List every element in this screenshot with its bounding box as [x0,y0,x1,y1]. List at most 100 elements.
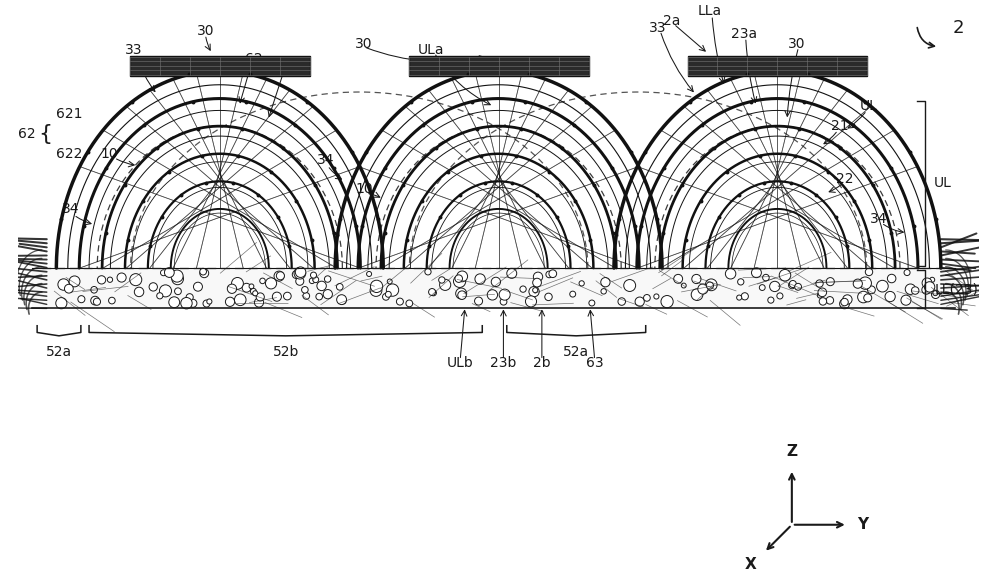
Circle shape [232,278,243,289]
Circle shape [440,279,451,290]
Circle shape [78,295,85,303]
Circle shape [752,268,761,278]
Text: Z: Z [786,444,797,460]
Circle shape [69,276,80,287]
Circle shape [843,295,852,304]
Circle shape [341,298,346,304]
Text: LL(23): LL(23) [934,282,978,296]
Circle shape [674,274,683,283]
Text: 30: 30 [197,24,214,37]
Circle shape [887,274,896,283]
Circle shape [323,290,332,299]
Circle shape [130,274,142,286]
Circle shape [107,277,113,282]
Circle shape [698,284,708,294]
Text: UL: UL [860,100,878,113]
Text: 22: 22 [836,172,853,187]
Circle shape [738,279,744,285]
Circle shape [385,291,391,297]
Text: ULa: ULa [418,43,445,57]
Circle shape [868,286,875,294]
Circle shape [225,297,235,306]
Circle shape [406,300,413,307]
Circle shape [545,293,552,301]
Circle shape [367,271,372,276]
Text: 33: 33 [125,43,142,57]
Circle shape [317,281,326,291]
Text: ULb: ULb [447,356,474,370]
Circle shape [475,297,483,305]
Circle shape [763,274,769,281]
Circle shape [283,292,291,300]
Circle shape [589,300,595,306]
Circle shape [273,295,278,300]
Circle shape [294,267,306,279]
Circle shape [853,279,862,288]
Circle shape [56,298,67,309]
Text: 62: 62 [245,52,262,66]
Circle shape [533,287,538,293]
Circle shape [260,278,265,283]
Circle shape [189,300,197,308]
Circle shape [457,271,468,282]
Circle shape [654,294,659,299]
Circle shape [500,298,507,305]
Text: Y: Y [857,517,868,532]
Circle shape [149,283,157,291]
Circle shape [661,295,673,308]
Circle shape [292,271,300,279]
Circle shape [933,291,938,295]
Circle shape [570,291,576,297]
Circle shape [309,278,315,283]
Circle shape [737,295,742,300]
Circle shape [159,285,171,297]
Circle shape [296,277,304,285]
Circle shape [203,300,210,307]
Circle shape [265,278,277,289]
Circle shape [109,297,115,304]
Text: 10: 10 [100,147,118,161]
Circle shape [905,284,916,294]
Circle shape [387,279,392,284]
Circle shape [840,299,849,309]
Circle shape [706,282,713,289]
Circle shape [930,277,935,282]
Bar [130,56,310,76]
Circle shape [134,287,144,297]
Circle shape [64,285,73,293]
Circle shape [911,287,919,294]
Circle shape [324,276,331,282]
Text: 63: 63 [586,356,604,370]
Circle shape [705,279,717,291]
Circle shape [691,289,703,301]
Bar [409,56,589,76]
Circle shape [525,296,537,307]
Circle shape [859,277,871,289]
Circle shape [759,285,765,290]
Circle shape [455,275,463,282]
Circle shape [169,297,180,308]
Text: 2: 2 [952,18,964,37]
Circle shape [193,282,202,291]
Circle shape [249,284,254,289]
Text: 622: 622 [56,147,83,161]
Circle shape [172,273,183,285]
Circle shape [117,273,126,282]
Circle shape [789,281,796,287]
Circle shape [242,283,251,292]
Circle shape [91,296,99,305]
Text: 30: 30 [788,37,805,51]
Circle shape [725,268,736,279]
Circle shape [254,298,264,307]
Circle shape [370,285,382,297]
Text: LLa: LLa [698,5,722,18]
Circle shape [904,270,910,275]
Text: 23a: 23a [731,28,757,41]
Circle shape [58,279,69,290]
Text: 10: 10 [355,182,373,196]
Circle shape [430,290,436,296]
Circle shape [922,278,932,288]
Circle shape [618,298,625,305]
Circle shape [601,289,606,294]
Circle shape [924,282,935,292]
